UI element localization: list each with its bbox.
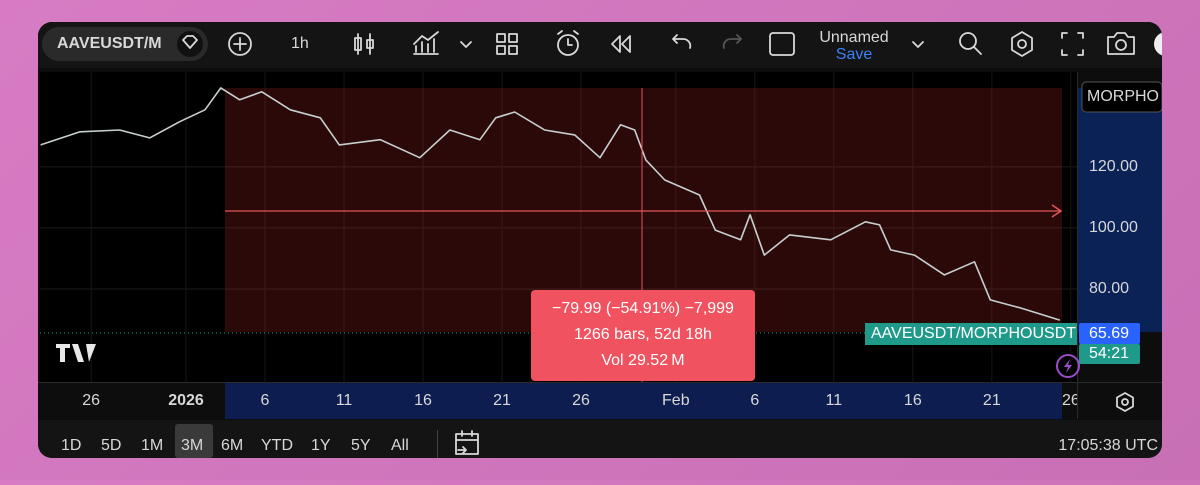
countdown: 54:21 — [1089, 345, 1129, 362]
avatar[interactable] — [1154, 32, 1178, 56]
layouts-icon[interactable] — [496, 33, 518, 55]
y-tick-label: 80.00 — [1089, 280, 1129, 297]
layout-name[interactable]: Unnamed — [819, 29, 888, 46]
diamond-icon — [182, 35, 198, 49]
x-tick-label: 26 — [82, 392, 100, 409]
settings-icon[interactable] — [1011, 31, 1033, 57]
x-tick-label: 26 — [1062, 392, 1080, 409]
x-tick-label: 26 — [572, 392, 590, 409]
settings-dot — [1017, 39, 1027, 49]
x-tick-label: 21 — [493, 392, 511, 409]
measure-volume: Vol 29.52 M — [601, 352, 684, 369]
add-icon[interactable] — [228, 32, 252, 56]
range-button[interactable]: 1M — [141, 437, 163, 454]
alert-icon[interactable] — [557, 34, 579, 56]
add-plus — [233, 37, 247, 51]
measure-arrow — [1051, 204, 1063, 218]
range-button[interactable]: 1D — [61, 437, 81, 454]
layout-box[interactable] — [769, 32, 795, 56]
layout-dropdown[interactable] — [912, 41, 924, 48]
x-tick-label: 6 — [750, 392, 759, 409]
snapshot-lens — [1115, 39, 1127, 51]
bolt-badge[interactable] — [1056, 354, 1080, 378]
x-tick-label: 6 — [261, 392, 270, 409]
range-button[interactable]: YTD — [261, 437, 293, 454]
replay-icon[interactable] — [611, 35, 631, 53]
interval[interactable]: 1h — [291, 35, 309, 52]
x-tick-label: 21 — [983, 392, 1001, 409]
logo — [56, 344, 96, 362]
x-tick-label: 11 — [336, 392, 353, 409]
x-tick-label: 16 — [414, 392, 432, 409]
dropdown-icon[interactable] — [460, 41, 472, 48]
last-price: 65.69 — [1089, 325, 1129, 342]
date-range-icon[interactable] — [455, 430, 479, 455]
range-button[interactable]: All — [391, 437, 409, 454]
range-button[interactable]: 6M — [221, 437, 243, 454]
axis-settings-dot — [1121, 398, 1129, 406]
clock: 17:05:38 UTC — [1058, 437, 1158, 454]
indicators-icon[interactable] — [413, 31, 439, 55]
price-axis-range — [1077, 88, 1162, 332]
series-label-bg — [865, 323, 1077, 345]
bottom-bar — [38, 420, 1162, 458]
measure-change: −79.99 (−54.91%) −7,999 — [552, 300, 734, 317]
alert-hands — [557, 30, 579, 46]
symbol[interactable]: AAVEUSDT/M — [57, 35, 162, 52]
save-button[interactable]: Save — [836, 46, 873, 63]
grid — [40, 72, 1077, 382]
last-price-bg — [1079, 323, 1140, 344]
axis-settings[interactable] — [1116, 392, 1134, 412]
y-tick-label: 120.00 — [1089, 158, 1138, 175]
measure-bars: 1266 bars, 52d 18h — [574, 326, 712, 343]
range-button[interactable]: 5D — [101, 437, 121, 454]
undo-icon[interactable] — [672, 34, 692, 49]
search-icon[interactable] — [959, 32, 977, 50]
range-button[interactable]: 3M — [181, 437, 203, 454]
fullscreen-icon[interactable] — [1061, 32, 1084, 56]
candles-icon[interactable] — [354, 33, 374, 55]
bolt-icon — [1064, 359, 1072, 373]
x-tick-label: 11 — [826, 392, 843, 409]
measure-tooltip — [531, 290, 755, 381]
time-labels: 26 2026 6 11 16 21 26 Feb 6 11 16 21 26 — [82, 392, 1080, 409]
range-button[interactable]: 5Y — [351, 437, 371, 454]
x-tick-label: 2026 — [168, 392, 204, 409]
x-tick-label: Feb — [662, 392, 690, 409]
badge — [177, 31, 203, 57]
range-button[interactable]: 1Y — [311, 437, 331, 454]
series — [40, 87, 1061, 321]
time-axis-range — [225, 383, 1062, 419]
redo-icon — [722, 34, 743, 49]
snapshot-icon[interactable] — [1107, 32, 1135, 55]
x-tick-label: 16 — [904, 392, 922, 409]
range-buttons: 1D 5D 1M 3M 6M YTD 1Y 5Y All — [61, 424, 409, 458]
price-line-series — [40, 87, 1061, 321]
countdown-bg — [1079, 344, 1140, 364]
range-active — [175, 424, 213, 458]
series-label: AAVEUSDT/MORPHOUSDT — [871, 325, 1076, 342]
compare-symbol[interactable]: MORPHO — [1087, 88, 1159, 105]
symbol-search[interactable] — [42, 27, 208, 61]
search-handle — [973, 46, 982, 55]
compare-box[interactable] — [1081, 81, 1162, 113]
y-tick-label: 100.00 — [1089, 219, 1138, 236]
